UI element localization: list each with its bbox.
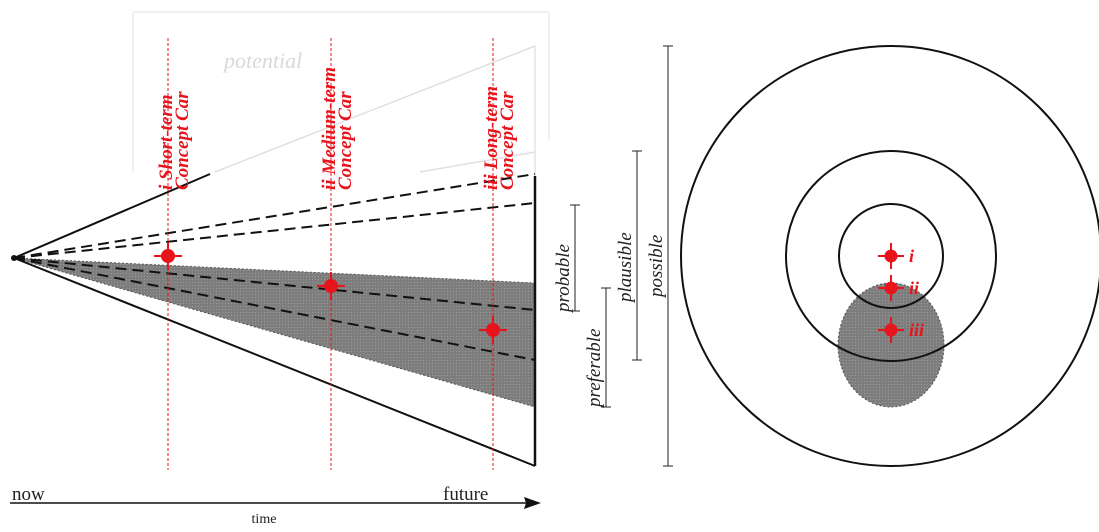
possible-label: possible bbox=[646, 235, 667, 299]
trajectory-4 bbox=[13, 257, 536, 361]
potential-line-upper bbox=[214, 45, 536, 173]
concept-label-medium: ii Medium-term Concept Car bbox=[319, 67, 356, 190]
ring-label-iii: iii bbox=[909, 320, 924, 340]
concept-label-short-line2: Concept Car bbox=[172, 91, 193, 190]
plausible-label: plausible bbox=[615, 232, 636, 304]
ring-marker-iii bbox=[878, 317, 904, 343]
cone-lower-edge bbox=[13, 257, 536, 467]
concept-label-short: i Short-term Concept Car bbox=[156, 91, 193, 190]
future-label: future bbox=[443, 484, 488, 505]
concept-label-medium-line1: ii Medium-term bbox=[319, 67, 340, 190]
trajectory-1 bbox=[13, 173, 536, 259]
preferable-label: preferable bbox=[584, 329, 605, 409]
futures-circles: i ii iii bbox=[680, 45, 1099, 467]
ring-label-i: i bbox=[909, 246, 914, 266]
probable-circle bbox=[838, 203, 944, 309]
ring-label-ii: ii bbox=[909, 278, 919, 298]
ring-marker-ii bbox=[878, 275, 904, 301]
ring-marker-i bbox=[878, 243, 904, 269]
cone-upper-edge bbox=[13, 173, 211, 259]
trajectory-3 bbox=[13, 257, 536, 311]
concept-marker-long bbox=[479, 316, 507, 344]
concept-label-long-line1: iii Long-term bbox=[481, 86, 502, 190]
potential-region-outline bbox=[132, 11, 550, 172]
preferable-shaded-area bbox=[13, 257, 536, 408]
possible-circle bbox=[680, 45, 1099, 467]
futures-cone: potential bbox=[10, 11, 550, 527]
trajectory-2 bbox=[13, 202, 536, 259]
concept-label-short-line1: i Short-term bbox=[156, 94, 177, 190]
concept-label-long: iii Long-term Concept Car bbox=[481, 86, 518, 190]
preferable-ellipse bbox=[837, 282, 945, 408]
now-origin-point bbox=[11, 255, 17, 261]
probable-label: probable bbox=[553, 244, 574, 314]
concept-label-medium-line2: Concept Car bbox=[335, 91, 356, 190]
potential-label: potential bbox=[222, 48, 302, 73]
concept-marker-medium bbox=[317, 272, 345, 300]
time-label: time bbox=[252, 512, 277, 527]
scope-brackets bbox=[570, 45, 673, 467]
plausible-circle bbox=[785, 150, 997, 362]
potential-line-lower bbox=[419, 151, 536, 173]
time-axis-arrowhead bbox=[524, 497, 541, 509]
now-label: now bbox=[12, 484, 45, 505]
concept-label-long-line2: Concept Car bbox=[497, 91, 518, 190]
concept-marker-short bbox=[154, 242, 182, 270]
trajectory-lines bbox=[13, 173, 536, 361]
